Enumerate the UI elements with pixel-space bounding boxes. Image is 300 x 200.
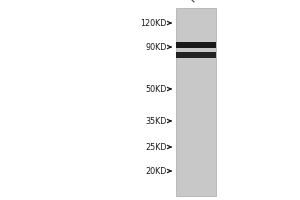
Bar: [176, 42, 216, 48]
Bar: [176, 8, 216, 196]
Text: MCF-7: MCF-7: [188, 0, 214, 4]
Text: 120KD: 120KD: [140, 19, 166, 27]
Bar: [176, 52, 216, 58]
Text: 35KD: 35KD: [145, 116, 166, 126]
Text: 20KD: 20KD: [145, 166, 166, 176]
Text: 50KD: 50KD: [145, 85, 166, 94]
Text: 90KD: 90KD: [145, 43, 166, 51]
Text: 25KD: 25KD: [145, 142, 167, 152]
